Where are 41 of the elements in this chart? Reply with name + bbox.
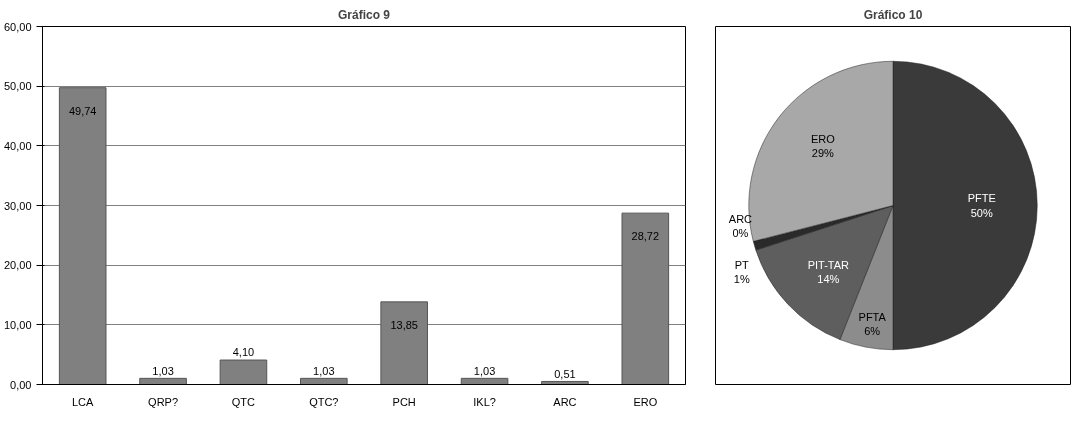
chart-title: Gráfico 9 xyxy=(337,7,391,22)
y-tick-label: 50,00 xyxy=(3,80,32,93)
data-label: 1,03 xyxy=(152,364,174,377)
data-label: 0,51 xyxy=(554,367,576,380)
y-tick-label: 60,00 xyxy=(3,20,32,33)
x-tick-label: IKL? xyxy=(473,395,496,408)
data-label: 50% xyxy=(970,206,993,219)
data-label: 29% xyxy=(811,147,835,160)
data-label: 13,85 xyxy=(390,318,418,331)
slice-label: PIT-TAR xyxy=(807,258,850,271)
data-label: 1,03 xyxy=(313,364,335,377)
slice-label: PFTE xyxy=(967,192,996,205)
y-tick-label: 10,00 xyxy=(3,318,32,331)
x-tick-label: ERO xyxy=(633,395,658,408)
slice-label: PFTA xyxy=(858,311,887,324)
x-tick-label: QTC? xyxy=(309,395,339,408)
bar xyxy=(300,377,348,385)
bar xyxy=(139,377,187,385)
data-label: 1% xyxy=(733,273,750,286)
category-label: ARC xyxy=(728,212,753,225)
data-label: 14% xyxy=(817,272,840,285)
x-tick-label: ARC xyxy=(553,395,577,408)
data-label: 49,74 xyxy=(68,104,97,117)
data-label: 4,10 xyxy=(232,346,255,359)
x-tick-label: LCA xyxy=(71,395,95,408)
bar xyxy=(219,359,268,385)
x-tick-label: QRP? xyxy=(148,395,179,408)
bar xyxy=(460,377,509,385)
y-tick-label: 0,00 xyxy=(10,378,32,391)
text: 0% xyxy=(732,227,749,240)
data-label: 6% xyxy=(864,325,881,338)
chart-title: Gráfico 10 xyxy=(863,7,923,22)
x-tick-label: PCH xyxy=(392,395,416,408)
slice-label: PT xyxy=(734,258,750,271)
x-tick-label: QTC xyxy=(231,395,256,408)
y-tick-label: 30,00 xyxy=(3,199,32,212)
data-label: 28,72 xyxy=(631,229,660,242)
slice-label: ERO xyxy=(810,133,836,145)
y-tick-label: 40,00 xyxy=(3,139,32,152)
data-label: 1,03 xyxy=(473,364,496,377)
y-tick-label: 20,00 xyxy=(3,259,32,272)
